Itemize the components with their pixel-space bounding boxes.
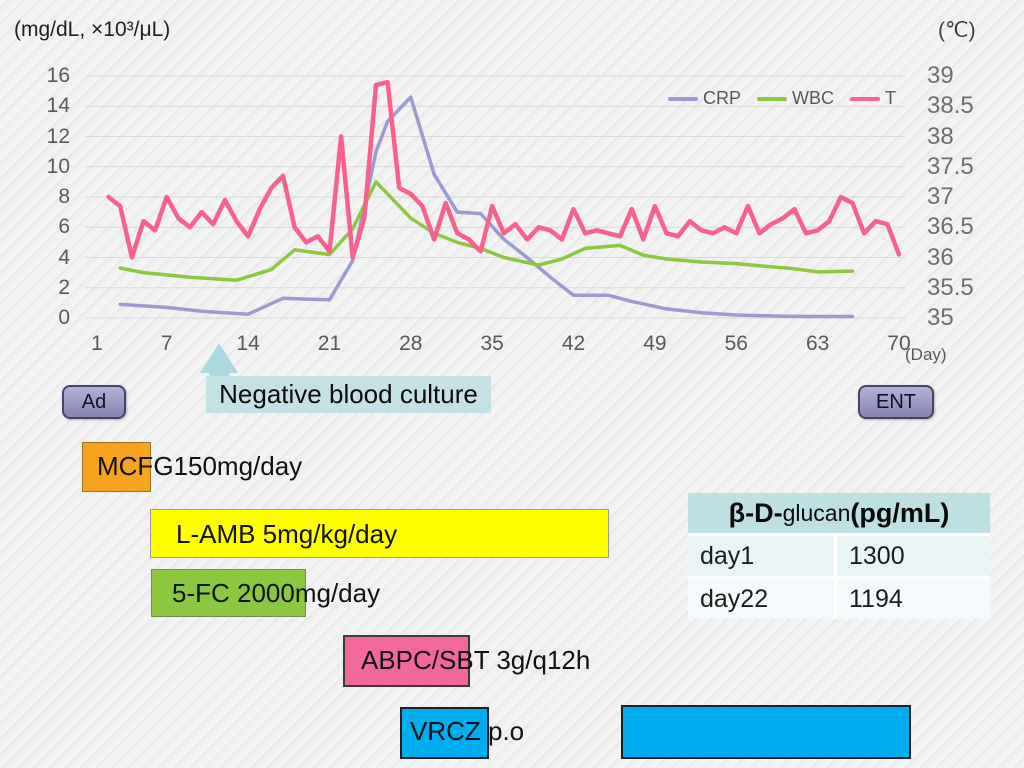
treatment-label-vrcz: VRCZ p.o: [410, 716, 525, 746]
treatment-bar-vrcz: [400, 707, 489, 759]
y-right-tick: 36.5: [927, 213, 974, 241]
treatment-bar-lamb: [150, 509, 609, 558]
admission-marker: Ad: [62, 385, 126, 419]
treatment-label-mcfg: MCFG150mg/day: [97, 451, 303, 481]
x-axis-tick: 7: [160, 332, 173, 355]
table-header-bold-1: β-D-: [728, 497, 783, 528]
x-axis-tick: 49: [643, 332, 667, 355]
x-axis-tick: 14: [236, 332, 260, 355]
y-left-tick: 4: [58, 245, 70, 269]
y-right-tick: 37.5: [927, 152, 974, 180]
x-axis-tick: 1: [91, 332, 103, 355]
treatment-label-lamb: L-AMB 5mg/kg/day: [176, 519, 398, 549]
legend-label: WBC: [792, 88, 835, 108]
legend-item-t: T: [850, 88, 896, 109]
x-axis-tick: 56: [724, 332, 748, 355]
table-row-day-cell: day22: [688, 579, 834, 619]
table-row-value-cell: 1300: [837, 536, 990, 576]
y-left-tick: 12: [46, 124, 70, 148]
y-left-tick: 0: [58, 306, 70, 329]
legend-item-crp: CRP: [668, 88, 741, 109]
series-line-wbc: [118, 180, 855, 282]
x-axis-day-unit: (Day): [905, 345, 947, 364]
treatment-bar-mcfg: [82, 442, 151, 492]
table-header: β-D-glucan (pg/mL): [688, 493, 990, 533]
table-header-regular: glucan: [782, 499, 851, 526]
legend-swatch-icon: [668, 96, 698, 101]
legend-label: T: [885, 88, 897, 108]
beta-d-glucan-table: β-D-glucan (pg/mL) day1 1300 day22 1194: [688, 493, 990, 619]
treatment-bar-vrcz-continued: [621, 705, 911, 759]
y-right-tick: 38: [927, 122, 954, 150]
x-axis-tick: 42: [561, 332, 586, 355]
y-left-tick: 8: [58, 185, 70, 208]
treatment-label-abpc: ABPC/SBT 3g/q12h: [361, 645, 591, 675]
chart-legend: CRP WBC T: [668, 88, 896, 109]
discharge-marker: ENT: [858, 385, 934, 419]
series-line-crp: [118, 95, 855, 319]
table-row-value-cell: 1194: [837, 579, 990, 619]
treatment-bar-5fc: [151, 569, 306, 617]
x-axis-tick: 28: [399, 332, 423, 355]
x-axis-tick: 70: [887, 332, 911, 355]
left-axis-unit: (mg/dL, ×10³/μL): [14, 18, 171, 41]
y-left-tick: 14: [46, 94, 70, 118]
treatment-bar-abpc: [343, 635, 470, 687]
y-right-tick: 35.5: [927, 273, 974, 301]
y-left-tick: 6: [58, 215, 70, 239]
x-axis-tick: 63: [805, 332, 830, 355]
series-line-t: [106, 79, 902, 260]
treatment-label-5fc: 5-FC 2000mg/day: [172, 578, 381, 608]
legend-swatch-icon: [850, 96, 881, 101]
table-row-day-cell: day1: [688, 536, 834, 576]
up-arrow-icon: [200, 343, 238, 373]
legend-swatch-icon: [757, 96, 788, 101]
y-right-tick: 36: [927, 243, 954, 271]
y-left-tick: 10: [46, 154, 70, 178]
legend-label: CRP: [703, 88, 742, 108]
y-left-tick: 16: [46, 64, 70, 87]
line-chart: [85, 75, 905, 319]
right-axis-unit: (℃): [938, 19, 976, 42]
y-right-tick: 37: [927, 183, 954, 210]
x-axis-tick: 35: [480, 332, 504, 355]
y-right-tick: 35: [927, 304, 954, 331]
y-left-tick: 2: [58, 275, 70, 299]
blood-culture-note: Negative blood culture: [206, 376, 491, 413]
table-header-bold-2: (pg/mL): [850, 497, 950, 528]
legend-item-wbc: WBC: [757, 88, 834, 109]
y-right-tick: 38.5: [927, 92, 974, 120]
x-axis-tick: 21: [317, 332, 342, 355]
y-right-tick: 39: [927, 62, 954, 89]
